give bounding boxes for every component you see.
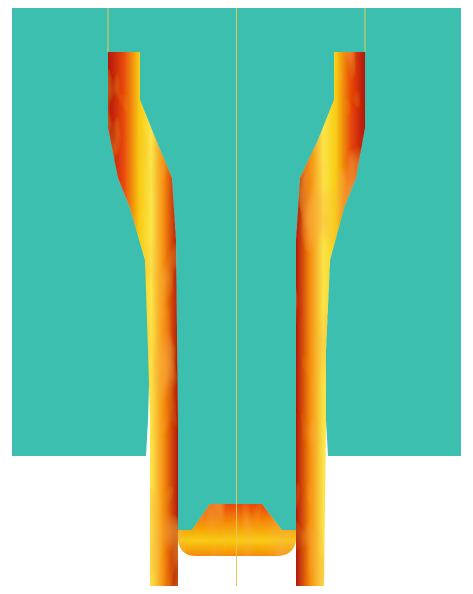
mold-body (12, 8, 461, 530)
hot-wall-left (108, 52, 178, 586)
mold-left-block (12, 8, 150, 456)
guide-lines (107, 8, 366, 586)
mold-right-block (326, 8, 461, 456)
hot-wall-right (296, 52, 365, 586)
